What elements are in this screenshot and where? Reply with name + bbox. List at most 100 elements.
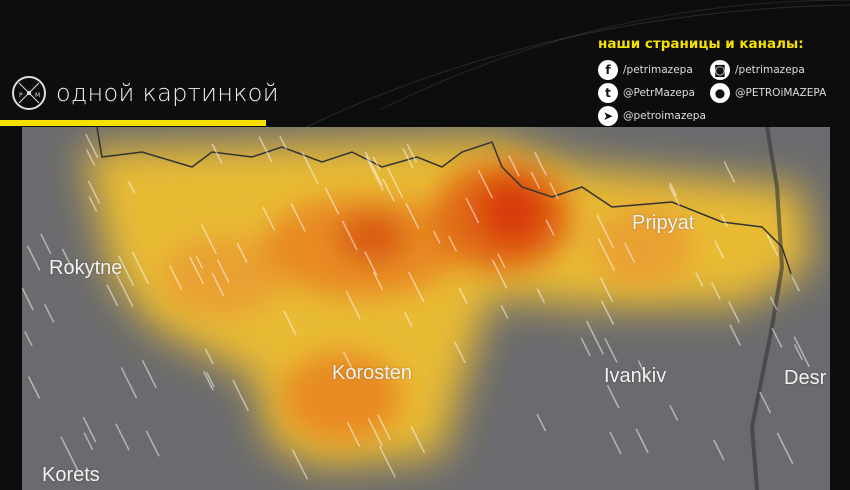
instagram-link[interactable]: ◙ /petrimazepa <box>710 59 822 80</box>
map-label-ivankiv: Ivankiv <box>604 365 667 387</box>
wind-streak <box>168 265 183 290</box>
wind-streak <box>508 155 520 177</box>
wind-streak <box>202 370 214 391</box>
svg-text:P: P <box>19 92 23 99</box>
wind-streak <box>723 161 736 183</box>
twitter-handle: @PetrMazepa <box>623 86 695 99</box>
wind-streak <box>258 136 273 163</box>
wind-streak <box>669 404 679 421</box>
wind-streak <box>115 273 134 307</box>
wind-streak <box>377 414 392 441</box>
radiation-heatmap: Rokytne Korosten Pripyat Ivankiv Desr Ko… <box>22 127 830 490</box>
wind-streak <box>793 336 810 368</box>
wind-streak <box>776 432 794 465</box>
wind-streak <box>759 391 772 414</box>
brand-title: одной картинкой <box>56 79 279 107</box>
map-label-korosten: Korosten <box>332 362 413 384</box>
wind-streak <box>120 367 138 399</box>
wind-streak <box>115 423 130 451</box>
wind-streak <box>27 376 41 399</box>
wind-streak <box>61 248 75 272</box>
wind-streak <box>195 255 204 269</box>
svg-text:M: M <box>35 92 40 99</box>
map-label-desna: Desr <box>784 367 827 389</box>
wind-streak <box>545 219 555 236</box>
wind-streak <box>372 271 384 291</box>
instagram-handle: /petrimazepa <box>735 63 805 76</box>
wind-streak <box>283 310 297 336</box>
wind-streak <box>766 233 779 257</box>
wind-streak <box>117 255 135 287</box>
wind-streak <box>497 253 506 269</box>
wind-streak <box>24 331 33 346</box>
wind-streak <box>200 224 218 255</box>
telegram-handle: @petroimazepa <box>623 109 706 122</box>
wind-streak <box>291 449 309 480</box>
wind-streak <box>549 182 559 200</box>
wind-streak <box>454 341 466 364</box>
wind-streak <box>85 149 96 166</box>
reddit-handle: @PETROiMAZEPA <box>735 86 827 99</box>
facebook-link[interactable]: f/petrimazepa <box>598 59 710 80</box>
wind-streak <box>345 290 361 320</box>
twitter-link[interactable]: t @PetrMazepa <box>598 82 710 103</box>
wind-streak <box>668 185 681 206</box>
wind-streak <box>402 147 414 169</box>
telegram-icon: ➤ <box>598 105 618 126</box>
wind-streak <box>301 152 319 185</box>
wind-streak <box>408 271 425 303</box>
wind-streaks <box>22 133 810 480</box>
wind-streak <box>205 371 215 388</box>
map-label-rokytne: Rokytne <box>49 257 123 279</box>
wind-streak <box>342 351 358 379</box>
wind-streak <box>341 220 358 251</box>
wind-streak <box>262 206 276 231</box>
wind-streak <box>410 425 426 454</box>
wind-streak <box>596 214 615 249</box>
wind-streak <box>465 197 480 224</box>
wind-streak <box>580 337 591 357</box>
wind-streak <box>43 303 55 323</box>
wind-streak <box>236 243 248 263</box>
wind-streak <box>609 431 622 455</box>
wind-streak <box>530 171 541 190</box>
wind-streak <box>290 203 306 232</box>
wind-streak <box>82 416 97 443</box>
decorative-arcs <box>299 0 850 130</box>
social-links: наши страницы и каналы: f/petrimazepa ◙ /… <box>598 36 838 127</box>
wind-streak <box>769 296 778 310</box>
wind-streak <box>669 182 677 196</box>
wind-streak <box>624 242 636 264</box>
accent-bar <box>0 120 266 126</box>
wind-streak <box>534 151 547 176</box>
instagram-icon: ◙ <box>710 59 730 80</box>
wind-streak <box>406 143 418 163</box>
wind-streak <box>635 428 649 454</box>
wind-streak <box>597 238 616 272</box>
wind-streak <box>729 324 742 346</box>
wind-streak <box>211 272 225 297</box>
reddit-link[interactable]: ● @PETROiMAZEPA <box>710 82 826 103</box>
wind-streak <box>599 277 614 303</box>
wind-streak <box>586 320 604 355</box>
wind-streak <box>713 439 725 461</box>
facebook-handle: /petrimazepa <box>623 63 693 76</box>
heatmap-layer <box>22 127 812 490</box>
wind-streak <box>324 187 340 215</box>
wind-streak <box>458 287 468 305</box>
wind-streak <box>387 167 404 199</box>
wind-streak <box>204 348 214 365</box>
wind-streak <box>378 445 396 478</box>
wind-streak <box>131 251 150 285</box>
map-label-korets: Korets <box>42 464 100 486</box>
telegram-link[interactable]: ➤ @petroimazepa <box>598 105 710 126</box>
wind-streak <box>405 202 420 230</box>
wind-streak <box>346 421 361 447</box>
facebook-icon: f <box>598 59 618 80</box>
wind-streak <box>601 300 615 325</box>
wind-streak <box>127 180 136 194</box>
wind-streak <box>22 287 34 311</box>
wind-streak <box>536 413 547 432</box>
